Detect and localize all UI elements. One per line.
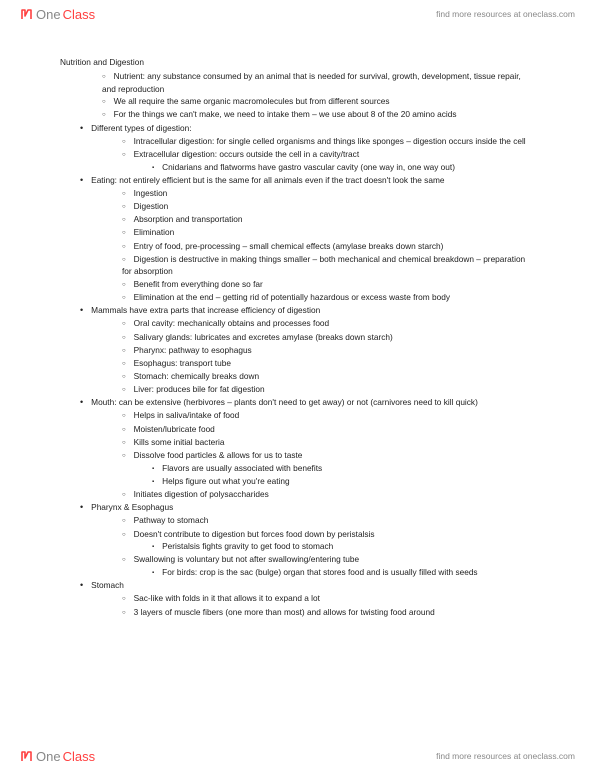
list-item: Absorption and transportation — [134, 214, 243, 224]
footer: OneClass find more resources at oneclass… — [0, 742, 595, 770]
list-item: Dissolve food particles & allows for us … — [134, 450, 303, 460]
logo-mark-icon — [20, 7, 34, 21]
list-item: Nutrient: any substance consumed by an a… — [102, 71, 521, 94]
list-item: Pharynx & Esophagus — [91, 502, 173, 512]
list-item: Eating: not entirely efficient but is th… — [91, 175, 444, 185]
document-body: Nutrition and Digestion Nutrient: any su… — [0, 28, 595, 649]
list-item: Entry of food, pre-processing – small ch… — [134, 241, 444, 251]
header: OneClass find more resources at oneclass… — [0, 0, 595, 28]
logo-text-one: One — [36, 749, 61, 764]
list-item: Moisten/lubricate food — [134, 424, 215, 434]
list-item: Esophagus: transport tube — [134, 358, 231, 368]
list-item: Liver: produces bile for fat digestion — [134, 384, 265, 394]
list-item: Cnidarians and flatworms have gastro vas… — [162, 162, 455, 172]
list-item: Extracellular digestion: occurs outside … — [134, 149, 360, 159]
list-item: Salivary glands: lubricates and excretes… — [134, 332, 393, 342]
logo: OneClass — [20, 7, 95, 22]
logo-text-one: One — [36, 7, 61, 22]
list-item: Pathway to stomach — [134, 515, 209, 525]
logo-mark-icon — [20, 749, 34, 763]
list-item: Different types of digestion: — [91, 123, 191, 133]
logo-text-class: Class — [63, 749, 96, 764]
list-item: Benefit from everything done so far — [134, 279, 263, 289]
list-item: We all require the same organic macromol… — [114, 96, 390, 106]
list-item: Intracellular digestion: for single cell… — [134, 136, 526, 146]
list-item: Swallowing is voluntary but not after sw… — [134, 554, 360, 564]
list-item: Peristalsis fights gravity to get food t… — [162, 541, 333, 551]
intro-list: Nutrient: any substance consumed by an a… — [60, 70, 535, 121]
list-item: Doesn't contribute to digestion but forc… — [134, 529, 375, 539]
list-item: Digestion — [134, 201, 169, 211]
list-item: Stomach: chemically breaks down — [134, 371, 259, 381]
list-item: For birds: crop is the sac (bulge) organ… — [162, 567, 477, 577]
list-item: Kills some initial bacteria — [134, 437, 225, 447]
list-item: Pharynx: pathway to esophagus — [134, 345, 252, 355]
page-title: Nutrition and Digestion — [60, 56, 535, 68]
list-item: 3 layers of muscle fibers (one more than… — [134, 607, 435, 617]
list-item: Mammals have extra parts that increase e… — [91, 305, 320, 315]
list-item: Flavors are usually associated with bene… — [162, 463, 322, 473]
logo-footer: OneClass — [20, 749, 95, 764]
header-tagline: find more resources at oneclass.com — [436, 9, 575, 19]
list-item: Initiates digestion of polysaccharides — [134, 489, 269, 499]
list-item: Sac-like with folds in it that allows it… — [134, 593, 320, 603]
list-item: For the things we can't make, we need to… — [114, 109, 457, 119]
list-item: Elimination — [134, 227, 175, 237]
digestion-types: Different types of digestion: Intracellu… — [60, 122, 535, 619]
list-item: Helps figure out what you're eating — [162, 476, 290, 486]
footer-tagline: find more resources at oneclass.com — [436, 751, 575, 761]
list-item: Oral cavity: mechanically obtains and pr… — [134, 318, 330, 328]
logo-text-class: Class — [63, 7, 96, 22]
list-item: Ingestion — [134, 188, 168, 198]
list-item: Mouth: can be extensive (herbivores – pl… — [91, 397, 478, 407]
list-item: Elimination at the end – getting rid of … — [134, 292, 450, 302]
list-item: Digestion is destructive in making thing… — [122, 254, 525, 277]
list-item: Stomach — [91, 580, 124, 590]
list-item: Helps in saliva/intake of food — [134, 410, 240, 420]
